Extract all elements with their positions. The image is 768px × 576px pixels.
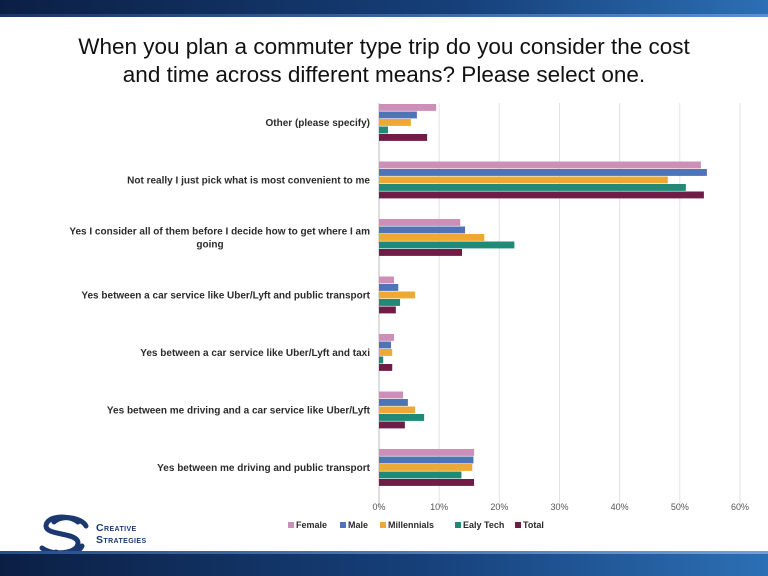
bar-male	[379, 341, 392, 349]
category-label: Yes between me driving and a car service…	[107, 405, 371, 416]
legend-label: Total	[523, 520, 544, 530]
category-label: going	[196, 239, 223, 250]
bar-millennials	[379, 349, 393, 356]
legend-label: Ealy Tech	[463, 520, 504, 530]
bar-ealy-tech	[379, 471, 462, 479]
x-axis-ticks: 0% 10% 20% 30% 40% 50% 60%	[372, 502, 749, 512]
bottom-banner	[0, 551, 768, 576]
x-tick-label: 40%	[611, 502, 629, 512]
x-tick-label: 10%	[430, 502, 448, 512]
legend-swatch	[340, 522, 346, 528]
bar-male	[379, 399, 408, 406]
bar-millennials	[379, 234, 485, 241]
category-label: Yes between a car service like Uber/Lyft…	[81, 290, 370, 301]
bar-millennials	[379, 176, 668, 184]
bar-female	[379, 161, 701, 169]
bar-ealy-tech	[379, 241, 515, 249]
bar-millennials	[379, 291, 416, 299]
bar-millennials	[379, 464, 473, 471]
legend: Female Male Millennials Ealy Tech Total	[288, 520, 544, 530]
bar-female	[379, 276, 395, 284]
bar-female	[379, 104, 437, 111]
legend-label: Millennials	[388, 520, 434, 530]
legend-swatch	[380, 522, 386, 528]
logo-line-1: Creative	[96, 522, 137, 534]
legend-label: Female	[296, 520, 327, 530]
chart-title: When you plan a commuter type trip do yo…	[20, 33, 748, 89]
bar-ealy-tech	[379, 356, 384, 364]
bar-ealy-tech	[379, 126, 389, 134]
bar-ealy-tech	[379, 184, 686, 191]
bar-female	[379, 391, 404, 399]
bar-ealy-tech	[379, 414, 425, 421]
category-label: Yes between me driving and public transp…	[157, 463, 370, 474]
bar-total	[379, 249, 463, 256]
x-tick-label: 0%	[372, 502, 385, 512]
x-tick-label: 20%	[490, 502, 508, 512]
bar-total	[379, 191, 704, 199]
bar-female	[379, 219, 461, 226]
title-line-2: and time across different means? Please …	[122, 62, 646, 87]
legend-swatch	[288, 522, 294, 528]
legend-swatch	[515, 522, 521, 528]
logo-line-2: Strategies	[96, 534, 147, 546]
bar-ealy-tech	[379, 299, 401, 306]
x-tick-label: 30%	[550, 502, 568, 512]
bar-total	[379, 306, 396, 314]
category-label: Yes between a car service like Uber/Lyft…	[140, 348, 370, 359]
bars	[379, 104, 707, 486]
legend-label: Male	[348, 520, 368, 530]
category-label: Yes I consider all of them before I deci…	[69, 226, 370, 237]
bar-female	[379, 334, 395, 341]
x-tick-label: 60%	[731, 502, 749, 512]
bar-male	[379, 284, 399, 291]
legend-swatch	[455, 522, 461, 528]
bar-total	[379, 364, 393, 371]
bar-total	[379, 134, 428, 141]
category-labels: Other (please specify) Not really I just …	[69, 118, 370, 474]
bar-male	[379, 226, 466, 234]
category-label: Other (please specify)	[266, 118, 370, 129]
bar-male	[379, 169, 707, 176]
bar-millennials	[379, 406, 416, 414]
bar-total	[379, 421, 405, 429]
logo-text: Creative Strategies	[96, 522, 147, 546]
top-banner	[0, 0, 768, 17]
bar-male	[379, 111, 417, 119]
bar-total	[379, 479, 475, 486]
category-label: Not really I just pick what is most conv…	[127, 175, 370, 186]
x-tick-label: 50%	[671, 502, 689, 512]
bar-millennials	[379, 119, 411, 126]
bar-male	[379, 456, 474, 464]
title-line-1: When you plan a commuter type trip do yo…	[78, 34, 690, 59]
bar-female	[379, 449, 475, 456]
